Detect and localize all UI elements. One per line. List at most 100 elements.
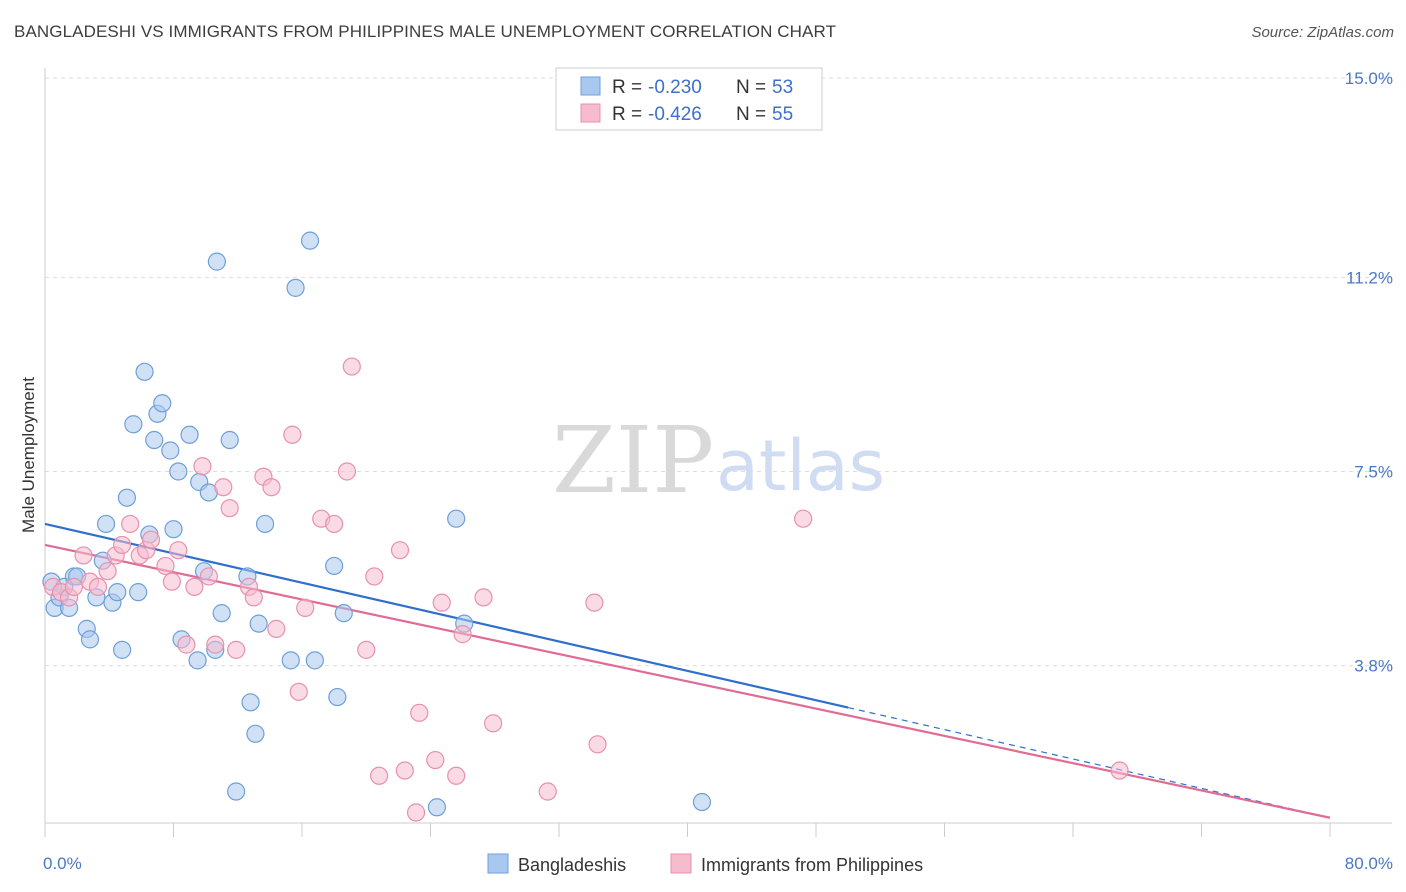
philippines-point-34: [325, 514, 344, 534]
bangladeshi-point-41: [255, 514, 275, 534]
philippines-point-3: [64, 577, 84, 597]
bangladeshi-point-22: [153, 394, 172, 413]
philippines-point-39: [370, 766, 389, 785]
philippines-point-40: [390, 541, 410, 560]
philippines-point-14: [156, 556, 175, 576]
philippines-point-20: [199, 567, 218, 586]
philippines-point-37: [357, 640, 376, 659]
bangladeshi-point-48: [334, 604, 353, 623]
bangladeshi-point-8: [80, 630, 100, 649]
legend-r-value-1: -0.230: [648, 77, 702, 98]
philippines-point-9: [112, 535, 132, 555]
philippines-point-19: [193, 457, 212, 476]
philippines-point-31: [289, 682, 308, 701]
trendlines: [44, 522, 1331, 819]
trendline-extension-0: [847, 706, 1331, 819]
bangladeshi-point-15: [117, 488, 137, 507]
philippines-point-22: [214, 478, 233, 497]
bangladeshi-point-17: [129, 583, 148, 602]
philippines-point-15: [162, 572, 181, 591]
bottom-legend: Bangladeshis Immigrants from Philippines: [487, 853, 923, 875]
bangladeshi-point-13: [108, 583, 127, 602]
philippines-point-51: [585, 593, 604, 612]
legend-r-label-1: R =: [612, 77, 642, 98]
bangladeshi-point-42: [281, 651, 300, 670]
philippines-point-16: [169, 541, 188, 560]
legend-swatch-pink: [580, 103, 601, 123]
philippines-point-47: [453, 625, 472, 644]
bangladeshi-point-27: [180, 425, 199, 444]
bangladeshi-point-45: [305, 651, 324, 670]
philippines-point-44: [426, 750, 445, 770]
philippines-point-23: [220, 499, 239, 518]
y-tick-label-2: 11.2%: [1346, 268, 1393, 287]
trendline-0: [44, 522, 849, 709]
trendline-1: [44, 543, 1331, 819]
philippines-point-24: [227, 640, 246, 659]
bangladeshi-point-47: [328, 687, 347, 707]
bangladeshi-point-20: [145, 430, 164, 450]
philippines-point-10: [121, 514, 140, 534]
philippines-point-41: [395, 761, 414, 780]
bangladeshi-point-35: [220, 430, 239, 450]
y-tick-label-0: 3.8%: [1354, 657, 1393, 676]
bangladeshi-point-50: [447, 509, 466, 528]
bangladeshi-point-49: [427, 798, 447, 817]
watermark-atlas: atlas: [716, 425, 885, 507]
bangladeshi-point-40: [249, 614, 268, 633]
bottom-legend-swatch-philippines: [670, 853, 692, 874]
y-tick-label-1: 7.5%: [1354, 462, 1393, 481]
bangladeshi-point-36: [227, 782, 246, 801]
philippines-point-46: [447, 766, 466, 785]
bangladeshi-point-33: [207, 252, 226, 271]
bottom-legend-label-bangladeshis: Bangladeshis: [518, 855, 626, 875]
philippines-point-7: [98, 562, 117, 581]
tick-labels: 3.8% 7.5% 11.2% 15.0% 0.0% 80.0%: [43, 69, 1393, 873]
y-tick-label-3: 15.0%: [1345, 69, 1393, 88]
philippines-point-38: [365, 567, 384, 586]
philippines-point-28: [262, 478, 281, 497]
axes: [44, 68, 1392, 837]
x-tick-label-0: 0.0%: [43, 854, 82, 873]
philippines-point-13: [141, 530, 161, 549]
philippines-point-52: [588, 735, 607, 754]
watermark-zip: ZIP: [552, 407, 714, 514]
legend-r-value-2: -0.426: [648, 104, 702, 125]
bangladeshi-point-34: [212, 604, 231, 623]
philippines-point-53: [794, 509, 813, 528]
philippines-point-54: [1110, 761, 1129, 780]
data-points: [42, 231, 1129, 822]
bangladeshi-point-44: [300, 231, 320, 250]
philippines-point-18: [185, 577, 204, 597]
philippines-point-45: [432, 593, 451, 612]
legend-swatch-blue: [580, 76, 601, 96]
philippines-point-48: [474, 588, 493, 607]
bangladeshi-point-43: [286, 278, 305, 297]
bottom-legend-swatch-bangladeshis: [487, 853, 509, 874]
philippines-point-43: [410, 703, 429, 722]
y-axis-label: Male Unemployment: [19, 377, 38, 533]
philippines-point-50: [538, 782, 557, 801]
bangladeshi-point-46: [325, 556, 344, 576]
philippines-point-26: [244, 588, 263, 607]
legend-n-label-2: N =: [736, 104, 766, 125]
philippines-point-32: [296, 598, 315, 617]
x-tick-label-1: 80.0%: [1345, 854, 1393, 873]
watermark: ZIP atlas: [552, 407, 885, 514]
philippines-point-35: [337, 462, 357, 481]
philippines-point-21: [206, 635, 225, 654]
philippines-point-4: [74, 546, 93, 565]
bangladeshi-point-16: [124, 415, 143, 434]
philippines-point-36: [342, 357, 361, 376]
bangladeshi-point-14: [112, 640, 132, 659]
legend: R = -0.230 N = 53 R = -0.426 N = 55: [555, 67, 823, 131]
source-label: Source: ZipAtlas.com: [1251, 24, 1394, 41]
legend-r-label-2: R =: [612, 104, 642, 125]
legend-n-value-1: 53: [772, 77, 793, 98]
bangladeshi-point-38: [241, 693, 260, 712]
bangladeshi-point-11: [96, 514, 116, 534]
bangladeshi-point-18: [135, 362, 154, 381]
bottom-legend-label-philippines: Immigrants from Philippines: [701, 855, 923, 875]
chart-title: BANGLADESHI VS IMMIGRANTS FROM PHILIPPIN…: [14, 22, 837, 41]
